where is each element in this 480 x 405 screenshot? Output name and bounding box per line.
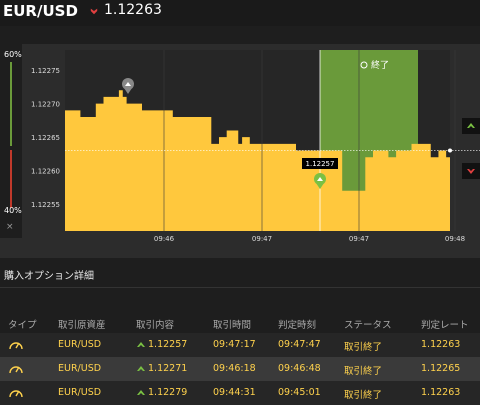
down-percentage: 40% — [4, 206, 22, 215]
row-time: 09:44:31 — [213, 387, 256, 398]
y-tick-label: 1.12275 — [31, 67, 60, 75]
row-rate: 1.12279 — [148, 387, 188, 398]
row-status: 取引終了 — [344, 342, 383, 353]
marker-label: 1.12257 — [306, 160, 335, 168]
row-time: 09:46:18 — [213, 363, 256, 374]
up-arrow-icon — [467, 123, 475, 128]
table-row[interactable]: EUR/USD 1.12257 09:47:17 09:47:47 取引終了 1.1226… — [0, 333, 480, 357]
high-button[interactable] — [462, 118, 480, 134]
past-trade-marker-icon — [122, 78, 134, 94]
currency-pair: EUR/USD — [3, 2, 78, 20]
y-tick-label: 1.12255 — [31, 201, 60, 209]
header-result: 判定レート — [421, 320, 469, 331]
header-status: ステータス — [344, 320, 392, 331]
timer-icon — [9, 366, 23, 374]
header-judge-time: 判定時刻 — [278, 320, 317, 331]
price-chart: 終了 1.12275 1.12270 1.12265 1.12260 1.12255 0… — [31, 50, 480, 243]
row-rate: 1.12271 — [148, 363, 188, 374]
timer-icon — [9, 342, 23, 350]
header-content: 取引内容 — [136, 320, 175, 331]
x-tick-label: 09:47 — [252, 235, 272, 243]
close-icon[interactable]: × — [6, 222, 14, 232]
row-status: 取引終了 — [344, 366, 383, 377]
current-price-dot — [448, 148, 452, 153]
expiry-label: 終了 — [371, 59, 389, 71]
section-title: 購入オプション詳細 — [4, 271, 94, 282]
header-time: 取引時間 — [213, 320, 252, 331]
row-status: 取引終了 — [344, 390, 383, 401]
y-tick-label: 1.12265 — [31, 134, 60, 142]
price-area — [65, 90, 450, 231]
row-judge-time: 09:47:47 — [278, 339, 321, 350]
down-sentiment-bar — [10, 150, 12, 208]
down-arrow-icon — [90, 8, 98, 15]
up-arrow-icon — [137, 342, 145, 347]
row-result: 1.12263 — [421, 387, 461, 398]
up-arrow-icon — [137, 366, 145, 371]
up-percentage: 60% — [4, 50, 22, 59]
table-row[interactable]: EUR/USD 1.12271 09:46:18 09:46:48 取引終了 1.1226… — [0, 357, 480, 381]
low-button[interactable] — [462, 163, 480, 179]
section-divider — [0, 258, 480, 288]
x-tick-label: 09:48 — [445, 235, 465, 243]
row-rate: 1.12257 — [148, 339, 188, 350]
top-bar: EUR/USD 1.12263 — [0, 0, 480, 26]
row-judge-time: 09:46:48 — [278, 363, 321, 374]
current-price: 1.12263 — [104, 2, 162, 18]
y-tick-label: 1.12270 — [31, 101, 60, 109]
row-asset: EUR/USD — [58, 387, 102, 398]
down-arrow-icon — [467, 169, 475, 174]
row-time: 09:47:17 — [213, 339, 256, 350]
up-sentiment-bar — [10, 62, 12, 146]
row-asset: EUR/USD — [58, 339, 102, 350]
up-arrow-icon — [137, 390, 145, 395]
row-result: 1.12265 — [421, 363, 461, 374]
marker-label-box — [302, 158, 338, 169]
header-asset: 取引原資産 — [58, 320, 106, 331]
table-row[interactable]: EUR/USD 1.12279 09:44:31 09:45:01 取引終了 1.1226… — [0, 381, 480, 405]
x-tick-label: 09:46 — [154, 235, 175, 243]
x-tick-label: 09:47 — [349, 235, 369, 243]
row-asset: EUR/USD — [58, 363, 102, 374]
timer-icon — [9, 390, 23, 398]
row-judge-time: 09:45:01 — [278, 387, 321, 398]
header-type: タイプ — [8, 320, 37, 331]
clock-icon — [360, 61, 368, 69]
y-tick-label: 1.12260 — [31, 168, 60, 176]
row-result: 1.12263 — [421, 339, 461, 350]
buy-marker-icon — [314, 173, 326, 189]
